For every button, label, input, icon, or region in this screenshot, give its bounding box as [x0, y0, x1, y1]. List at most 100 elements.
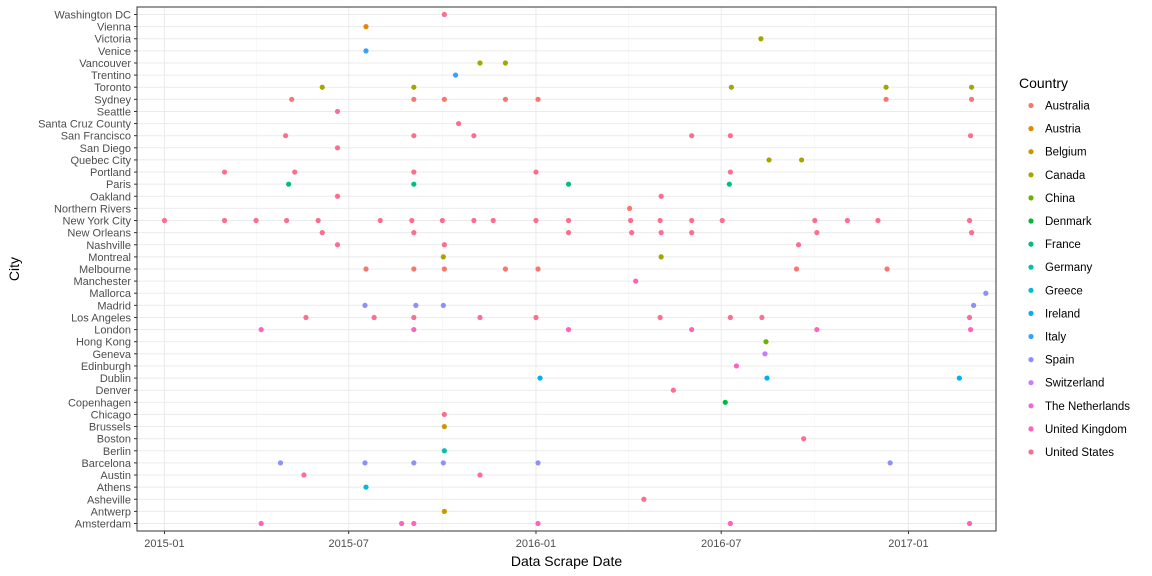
legend-key [1028, 287, 1034, 293]
data-point [363, 266, 369, 272]
data-point [452, 72, 459, 78]
data-point [471, 217, 477, 224]
data-point [334, 145, 341, 151]
y-tick-label: Los Angeles [71, 312, 131, 324]
data-point [689, 230, 695, 236]
data-point [795, 242, 802, 248]
data-point [440, 460, 446, 466]
data-point [441, 96, 447, 102]
data-point [477, 314, 483, 321]
x-tick-label: 2016-07 [701, 538, 741, 550]
data-point [727, 169, 733, 175]
data-point [628, 217, 634, 224]
y-tick-label: Sydney [94, 94, 131, 106]
y-tick-label: Melbourne [79, 264, 131, 276]
legend-key [1028, 403, 1034, 409]
data-point [282, 133, 289, 139]
legend-key [1028, 449, 1034, 455]
data-point [221, 169, 228, 175]
data-point [968, 230, 975, 236]
data-point [441, 11, 447, 18]
data-point [289, 96, 295, 102]
data-point [363, 24, 369, 30]
data-point [883, 96, 889, 102]
data-point [258, 326, 264, 333]
legend-label: China [1045, 193, 1076, 205]
legend-label: Spain [1045, 355, 1074, 367]
y-tick-label: Brussels [89, 422, 132, 434]
data-point [719, 217, 725, 224]
legend-key [1028, 172, 1034, 178]
y-tick-label: Antwerp [91, 506, 131, 518]
y-tick-label: Santa Cruz County [38, 119, 131, 131]
y-tick-label: Athens [97, 482, 132, 494]
y-tick-label: San Diego [80, 143, 131, 155]
data-point [441, 411, 447, 418]
data-point [799, 157, 805, 163]
data-point [535, 266, 541, 272]
y-tick-label: Copenhagen [68, 397, 131, 409]
data-point [411, 520, 417, 527]
data-point [411, 133, 417, 139]
legend-label: Ireland [1045, 308, 1080, 320]
y-tick-label: Boston [97, 434, 131, 446]
data-point [471, 133, 477, 139]
y-tick-label: Toronto [94, 82, 131, 94]
data-points [161, 11, 989, 527]
legend-title: Country [1019, 75, 1068, 91]
y-tick-label: Oakland [90, 191, 131, 203]
data-point [689, 326, 695, 333]
data-point [502, 96, 509, 102]
x-tick-label: 2017-01 [888, 538, 928, 550]
y-tick-label: Portland [90, 167, 131, 179]
data-point [477, 472, 483, 478]
y-tick-label: Dublin [100, 373, 131, 385]
data-point [814, 230, 820, 236]
data-point [883, 84, 889, 90]
data-point [411, 96, 417, 102]
data-point [490, 217, 496, 224]
legend-key [1028, 380, 1034, 386]
data-point [363, 48, 369, 54]
legend-key [1028, 310, 1034, 316]
data-point [292, 169, 298, 175]
data-point [565, 230, 572, 236]
y-tick-label: Chicago [91, 409, 131, 421]
legend-key [1028, 195, 1034, 201]
data-point [762, 351, 768, 357]
data-point [301, 472, 307, 478]
data-point [441, 266, 447, 272]
data-point [875, 217, 881, 224]
data-point [658, 230, 664, 236]
y-axis: Washington DCViennaVictoriaVeniceVancouv… [38, 10, 137, 531]
data-point [627, 205, 633, 212]
data-point [456, 120, 462, 127]
y-tick-label: Seattle [97, 106, 131, 118]
data-point [641, 496, 647, 502]
data-point [277, 460, 284, 466]
data-point [441, 242, 447, 248]
data-point [658, 193, 664, 199]
data-point [565, 217, 572, 224]
y-tick-label: Manchester [74, 276, 132, 288]
data-point [657, 314, 663, 321]
data-point [537, 375, 543, 381]
data-point [728, 84, 734, 90]
data-point [411, 326, 417, 333]
legend-key [1028, 357, 1034, 363]
data-point [722, 399, 728, 405]
legend-label: Greece [1045, 285, 1083, 297]
data-point [363, 484, 369, 490]
y-tick-label: Washington DC [54, 10, 131, 22]
data-point [535, 96, 541, 102]
data-point [657, 217, 663, 224]
legend-label: United Kingdom [1045, 424, 1127, 436]
data-point [966, 520, 973, 527]
data-point [689, 217, 695, 224]
legend-label: Australia [1045, 101, 1090, 113]
data-point [727, 520, 733, 527]
data-point [441, 508, 447, 514]
data-point [533, 314, 539, 321]
legend-label: The Netherlands [1045, 401, 1130, 413]
